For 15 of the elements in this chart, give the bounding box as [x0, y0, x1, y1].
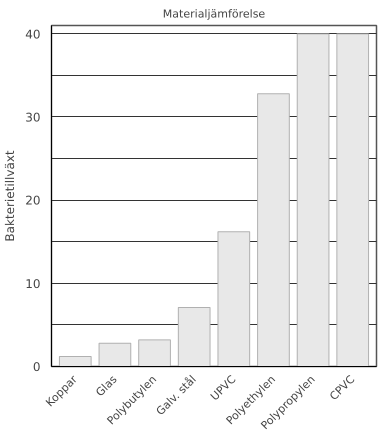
bar [58, 356, 92, 366]
bar [217, 231, 250, 366]
bar [138, 339, 171, 366]
y-tick-label: 40 [25, 27, 41, 42]
chart-title: Materialjämförelse [162, 8, 266, 20]
bar [98, 342, 132, 366]
y-tick-label: 30 [25, 110, 41, 124]
bar [257, 93, 290, 366]
y-axis-title: Bakterietillväxt [3, 150, 18, 242]
bar [178, 306, 211, 366]
y-tick-label: 0 [32, 360, 41, 374]
bar [336, 33, 370, 366]
y-tick-label: 20 [25, 194, 41, 208]
y-tick-label: 10 [25, 276, 41, 291]
bar [296, 33, 330, 366]
